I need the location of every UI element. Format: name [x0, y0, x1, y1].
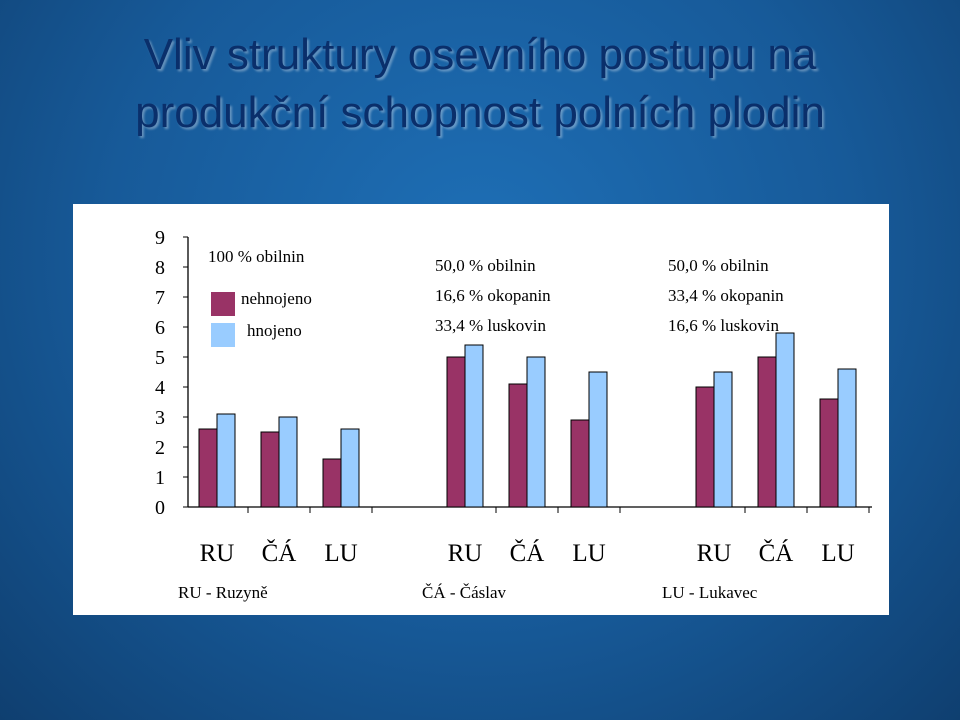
slide-title-line-1: Vliv struktury osevního postupu na [143, 30, 817, 79]
footnote-1: RU - Ruzyně [178, 583, 268, 602]
group-label-3-line-2: 33,4 % okopanin [668, 286, 784, 305]
y-tick-label: 8 [155, 257, 165, 279]
x-category-label: ČÁ [262, 539, 297, 567]
group-label-3-line-3: 16,6 % luskovin [668, 316, 779, 335]
bar-hnojeno-7 [713, 371, 733, 508]
group-label-2-line-2: 16,6 % okopanin [435, 286, 551, 305]
x-category-label: LU [324, 540, 357, 567]
x-category-label: RU [200, 540, 235, 567]
y-tick-label: 1 [155, 467, 165, 489]
y-tick-label: 9 [155, 227, 165, 249]
x-category-label: LU [572, 540, 605, 567]
x-category-label: ČÁ [759, 539, 794, 567]
y-tick-label: 4 [155, 377, 165, 399]
y-tick-label: 0 [155, 497, 165, 519]
bar-nehnojeno-3 [322, 458, 342, 508]
bar-nehnojeno-6 [570, 419, 590, 508]
legend-label-hnojeno: hnojeno [247, 321, 302, 340]
bar-nehnojeno-1 [198, 428, 218, 508]
bar-nehnojeno-5 [508, 383, 528, 508]
bar-nehnojeno-4 [446, 356, 466, 508]
legend-swatch-hnojeno [211, 323, 235, 347]
bar-nehnojeno-7 [695, 386, 715, 508]
bar-hnojeno-1 [216, 413, 236, 508]
bar-nehnojeno-2 [260, 431, 280, 508]
bar-nehnojeno-8 [757, 356, 777, 508]
x-category-label: RU [697, 540, 732, 567]
bar-hnojeno-2 [278, 416, 298, 508]
y-tick-label: 6 [155, 317, 165, 339]
group-label-3-line-1: 50,0 % obilnin [668, 256, 769, 275]
y-tick-label: 2 [155, 437, 165, 459]
group-label-2-line-1: 50,0 % obilnin [435, 256, 536, 275]
x-category-label: ČÁ [510, 539, 545, 567]
y-tick-label: 7 [155, 287, 165, 309]
bar-hnojeno-6 [588, 371, 608, 508]
slide-title: Vliv struktury osevního postupu na produ… [40, 26, 920, 142]
bar-hnojeno-5 [526, 356, 546, 508]
bar-hnojeno-8 [775, 332, 795, 508]
slide-title-line-2: produkční schopnost polních plodin [135, 88, 825, 137]
group-label-2-line-3: 33,4 % luskovin [435, 316, 546, 335]
legend-label-nehnojeno: nehnojeno [241, 289, 312, 308]
footnote-3: LU - Lukavec [662, 583, 758, 602]
footnote-2: ČÁ - Čáslav [422, 583, 507, 602]
bar-hnojeno-4 [464, 344, 484, 508]
x-category-label: LU [821, 540, 854, 567]
bar-hnojeno-9 [837, 368, 857, 508]
x-category-label: RU [448, 540, 483, 567]
y-tick-label: 3 [155, 407, 165, 429]
legend-swatch-nehnojeno [211, 292, 235, 316]
bar-nehnojeno-9 [819, 398, 839, 508]
group-label-1-line-1: 100 % obilnin [208, 247, 305, 266]
bar-hnojeno-3 [340, 428, 360, 508]
y-tick-label: 5 [155, 347, 165, 369]
